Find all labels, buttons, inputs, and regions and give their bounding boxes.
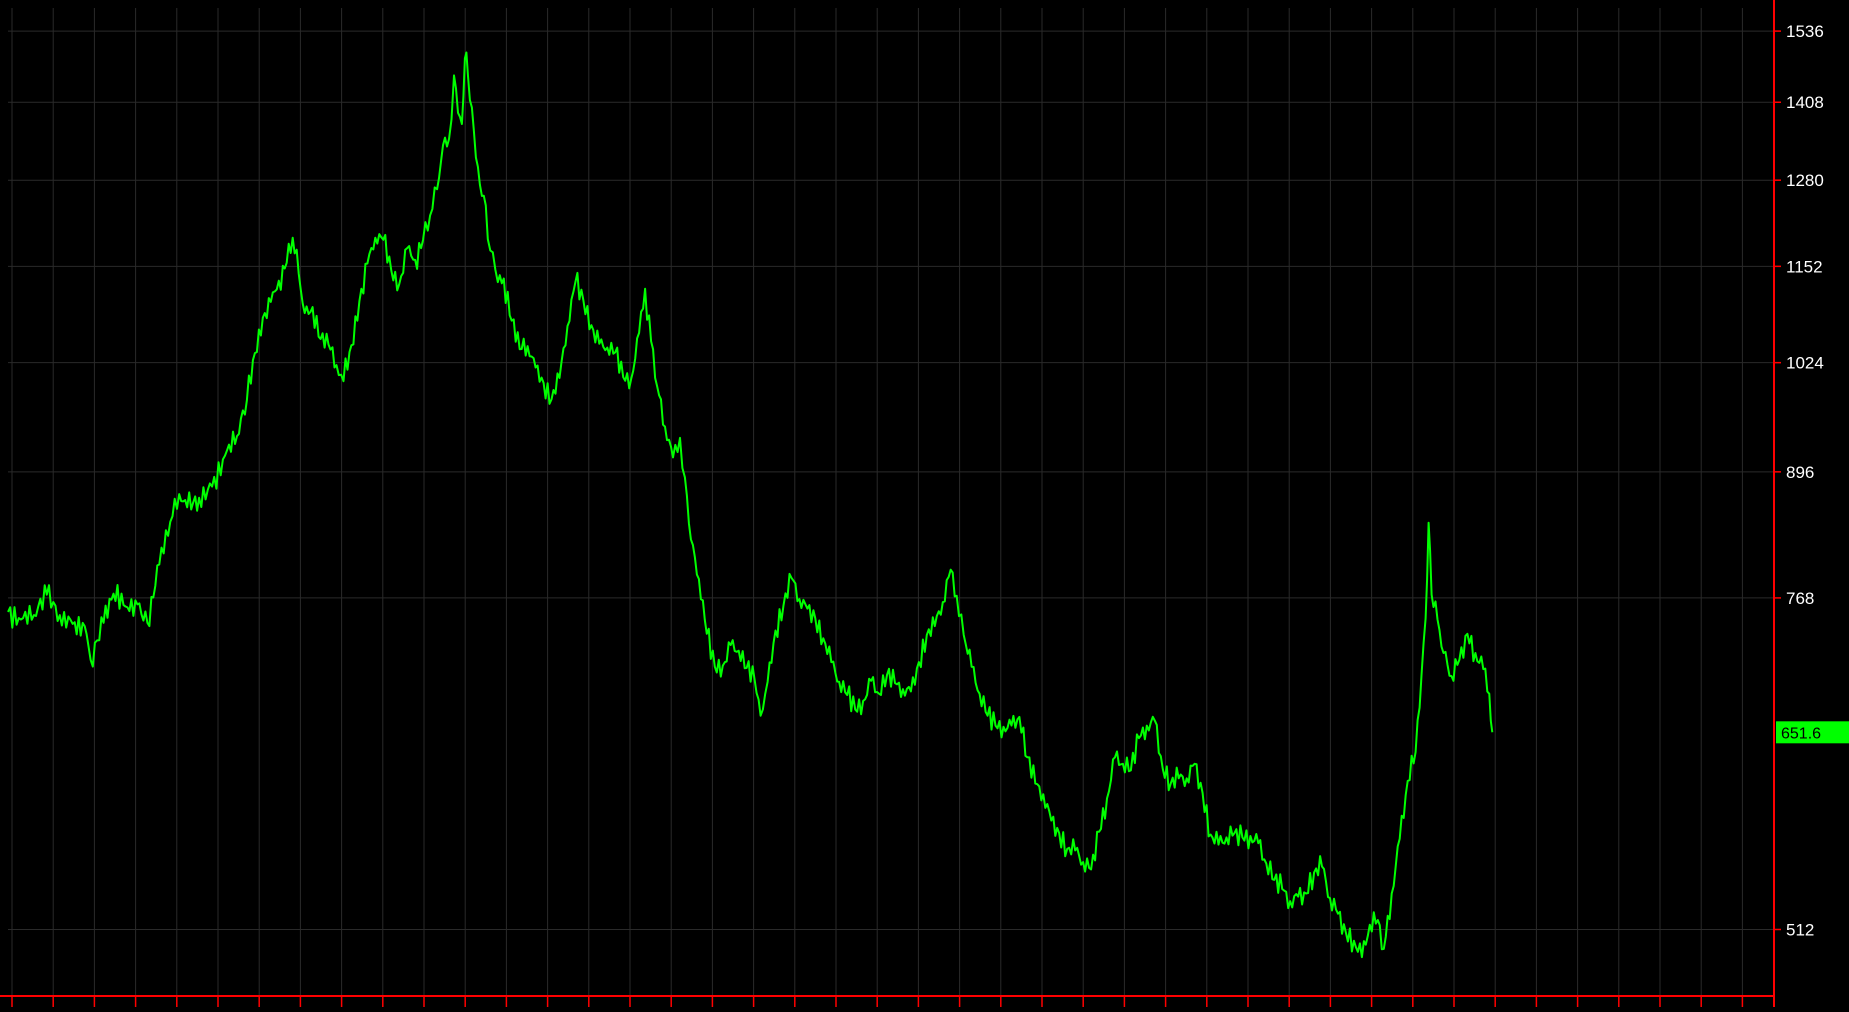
time-axis-ticks [11,996,1744,1007]
last-price-box [1776,721,1849,744]
y-tick-label: 1408 [1786,93,1824,112]
vertical-grid [11,8,1743,996]
y-tick-label: 768 [1786,589,1814,608]
y-tick-label: 512 [1786,920,1814,939]
y-tick-label: 1024 [1786,354,1824,373]
price-series-line [7,51,1494,959]
price-axis-labels: 512 768 896 1024 1152 1280 1408 1536 [1786,22,1824,939]
last-price-marker: 651.6 [1776,721,1849,744]
y-tick-label: 1152 [1786,257,1823,276]
y-tick-label: 896 [1786,463,1814,482]
y-tick-label: 1536 [1786,22,1824,41]
series-layer [7,51,1494,959]
horizontal-grid [8,30,1774,930]
price-axis-ticks [1774,30,1781,931]
last-price-label: 651.6 [1781,725,1821,742]
y-tick-label: 1280 [1786,171,1824,190]
